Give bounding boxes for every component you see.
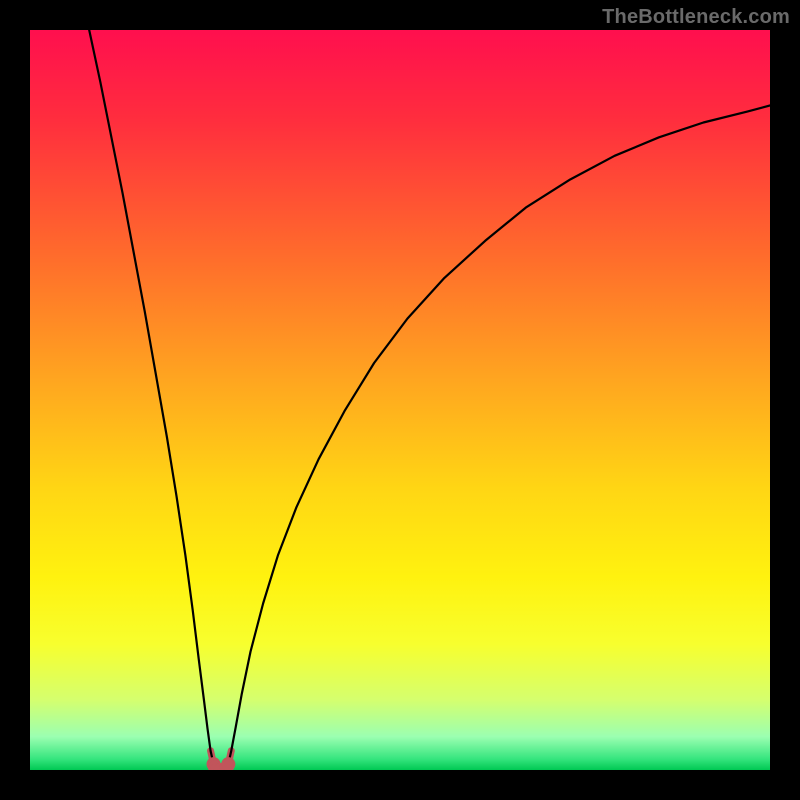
watermark-text: TheBottleneck.com bbox=[602, 6, 790, 29]
chart-svg bbox=[30, 30, 770, 770]
chart-background bbox=[30, 30, 770, 770]
plot-area bbox=[30, 30, 770, 770]
chart-frame: TheBottleneck.com bbox=[0, 0, 800, 800]
